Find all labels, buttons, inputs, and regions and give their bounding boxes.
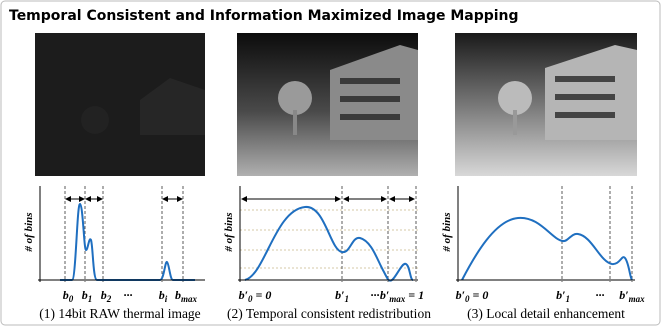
histogram-curve (462, 218, 632, 280)
x-tick-label: b2 (101, 288, 112, 304)
x-tick-label: b′0 = 0 (239, 288, 272, 304)
label-main: b′ (335, 288, 344, 302)
label-sub: i (165, 294, 168, 304)
x-tick-label: ··· (371, 288, 380, 302)
panel-caption: (1) 14bit RAW thermal image (39, 306, 200, 321)
x-tick-label: b′1 (335, 288, 349, 304)
label-sub: 1 (344, 294, 349, 304)
x-tick-label: b′1 (556, 288, 570, 304)
label-main: b′ (456, 288, 465, 302)
y-axis-label: # of bins (23, 212, 35, 252)
label-sub: 1 (88, 294, 93, 304)
label-after: = 0 (470, 288, 489, 302)
x-tick-label: ··· (124, 288, 133, 302)
y-axis-label: # of bins (441, 212, 453, 252)
x-tick-label: b0 (63, 288, 74, 304)
label-main: ··· (124, 288, 133, 302)
panel-caption: (2) Temporal consistent redistribution (227, 306, 431, 321)
label-sub: max (181, 294, 198, 304)
x-tick-label: b′max = 1 (380, 288, 424, 304)
label-sub: max (629, 294, 646, 304)
thermal-image-raw (35, 33, 205, 176)
label-sub: max (389, 294, 406, 304)
label-main: ··· (596, 288, 605, 302)
x-tick-label: ··· (596, 288, 605, 302)
x-tick-label: b1 (82, 288, 93, 304)
y-axis-label: # of bins (223, 212, 235, 252)
x-tick-label: bmax (175, 288, 198, 304)
thermal-image-enhanced (455, 33, 637, 176)
figure: Temporal Consistent and Information Maxi… (0, 0, 661, 326)
label-main: ··· (371, 288, 380, 302)
thermal-image-redistributed (237, 33, 418, 176)
label-sub: 0 (69, 294, 74, 304)
histogram-curve (60, 204, 195, 280)
x-tick-label: bi (159, 288, 168, 304)
label-main: b′ (619, 288, 628, 302)
label-main: b′ (380, 288, 389, 302)
figure-title: Temporal Consistent and Information Maxi… (9, 8, 519, 24)
label-after: = 0 (253, 288, 272, 302)
label-sub: 1 (565, 294, 570, 304)
x-tick-label: b′max (619, 288, 645, 304)
label-main: b′ (556, 288, 565, 302)
label-main: b′ (239, 288, 248, 302)
panel-caption: (3) Local detail enhancement (467, 306, 625, 321)
label-sub: 2 (106, 294, 112, 304)
x-tick-label: b′0 = 0 (456, 288, 489, 304)
label-after: = 1 (405, 288, 424, 302)
